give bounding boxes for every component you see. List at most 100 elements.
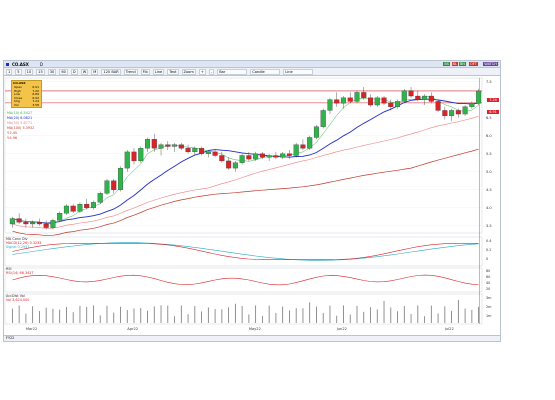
volume-bar: [363, 311, 365, 323]
volume-bar: [167, 305, 169, 323]
interval-5-button[interactable]: 5: [15, 68, 22, 75]
window-title: CO.ASX: [12, 61, 29, 67]
volume-bar: [187, 314, 189, 323]
volume-bar: [11, 308, 13, 323]
candle-body: [9, 218, 15, 225]
candle-body: [145, 139, 151, 149]
zoom-in-button[interactable]: +: [198, 68, 206, 75]
volume-bar: [464, 308, 466, 323]
rsi-axis-label: 20: [486, 287, 490, 291]
study-line-button[interactable]: Line: [152, 68, 165, 75]
volume-bar: [106, 305, 108, 323]
interval-week-button[interactable]: W: [80, 68, 89, 75]
candle-body: [449, 110, 455, 116]
interval-60-button[interactable]: 60: [59, 68, 68, 75]
indicator-watch[interactable]: WATCH: [483, 62, 498, 66]
candle-body: [246, 155, 252, 160]
candle-body: [313, 126, 319, 138]
info-row-chg: Chg 7.24: [13, 100, 40, 103]
zoom-button[interactable]: Zoom: [181, 68, 196, 75]
time-axis-label: Mar22: [26, 327, 37, 331]
status-bar: FY22: [4, 335, 500, 341]
candle-body: [280, 153, 286, 158]
candle-body: [327, 99, 333, 111]
candle-body: [172, 144, 178, 147]
interval-10-button[interactable]: 10: [24, 68, 34, 75]
title-bar: CO.ASX D _ □ ×: [4, 61, 500, 68]
volume-bar: [93, 305, 94, 323]
volume-bar: [174, 316, 175, 323]
volume-bar: [397, 311, 398, 323]
indicator-bs[interactable]: BS: [443, 62, 450, 66]
candle-body: [253, 153, 259, 160]
volume-axis-label: 1m: [486, 314, 492, 318]
interval-1-button[interactable]: 1: [6, 68, 13, 75]
interval-day-button[interactable]: D: [70, 68, 78, 75]
price-label-last: 7.24: [487, 98, 499, 102]
candle-body: [361, 92, 367, 98]
info-label-high: High: [14, 88, 21, 93]
candle-body: [354, 92, 360, 102]
time-axis-label: Jul22: [444, 327, 454, 331]
volume-bar: [214, 309, 216, 323]
bar-style-button[interactable]: Bar: [217, 68, 248, 75]
interval-30-button[interactable]: 30: [47, 68, 57, 75]
interval-15-button[interactable]: 15: [36, 68, 45, 75]
interval-month-button[interactable]: M: [91, 68, 99, 75]
volume-bar: [72, 312, 74, 323]
volume-bar: [424, 316, 425, 323]
price-label-open: 6.91: [487, 110, 499, 114]
candle-body: [334, 99, 340, 104]
volume-bar: [126, 310, 128, 323]
period-select[interactable]: 120 BAR: [101, 68, 121, 75]
legend-ma-50: MA(50) 5.8771: [7, 121, 33, 125]
indicator-bl[interactable]: BL: [451, 62, 458, 66]
candle-body: [259, 153, 265, 158]
indicator-bn[interactable]: BN: [458, 62, 466, 66]
volume-bar: [140, 307, 142, 323]
candle-body: [367, 97, 374, 106]
rsi-panel: [4, 267, 483, 293]
study-trend-button[interactable]: Trend: [123, 68, 138, 75]
ma-50-line: [12, 115, 479, 229]
volume-bar: [390, 307, 392, 323]
line-style-button[interactable]: Line: [283, 68, 314, 75]
candle-body: [462, 106, 468, 115]
interval-label[interactable]: D: [39, 61, 43, 67]
candle-body: [57, 213, 63, 221]
info-value-open: 6.91: [32, 85, 39, 89]
macd-signal-line: [12, 242, 479, 261]
rsi-axis-label: 60: [486, 275, 490, 279]
info-row-open: Open 6.91: [13, 86, 40, 89]
candle-body: [442, 110, 448, 116]
candle-body: [300, 144, 306, 149]
info-row-vol: Vol 3.58: [13, 103, 40, 107]
candle-body: [90, 202, 96, 208]
candle-body: [415, 95, 421, 100]
study-text-button[interactable]: Text: [167, 68, 179, 75]
volume-bar: [478, 306, 480, 323]
volume-bar: [255, 305, 257, 323]
volume-bar: [417, 305, 419, 323]
price-chart[interactable]: 7.57.06.56.05.55.04.54.03.50.40.20806040…: [4, 76, 500, 334]
volume-bar: [349, 314, 351, 323]
macd-legend-line: MACD(12,26) 0.3233: [6, 241, 42, 245]
study-fib-button[interactable]: Fib: [140, 68, 150, 75]
volume-bar: [437, 313, 439, 323]
rsi-line: [12, 274, 479, 286]
zoom-out-button[interactable]: -: [208, 68, 215, 75]
volume-bar: [32, 306, 34, 323]
volume-bar: [120, 306, 121, 323]
volume-bar: [18, 305, 20, 323]
indicator-oft[interactable]: OFT: [468, 62, 478, 66]
info-title: CO.ASX: [13, 81, 26, 85]
candle-body: [104, 180, 110, 194]
volume-bar: [221, 309, 223, 323]
candle-style-button[interactable]: Candle: [250, 68, 281, 75]
volume-bar: [410, 314, 412, 323]
volume-bar: [471, 309, 473, 323]
volume-bar: [383, 300, 385, 323]
volume-bar: [234, 303, 236, 323]
legend-level-1: Y.2.45: [7, 131, 18, 135]
volume-bar: [194, 306, 196, 323]
